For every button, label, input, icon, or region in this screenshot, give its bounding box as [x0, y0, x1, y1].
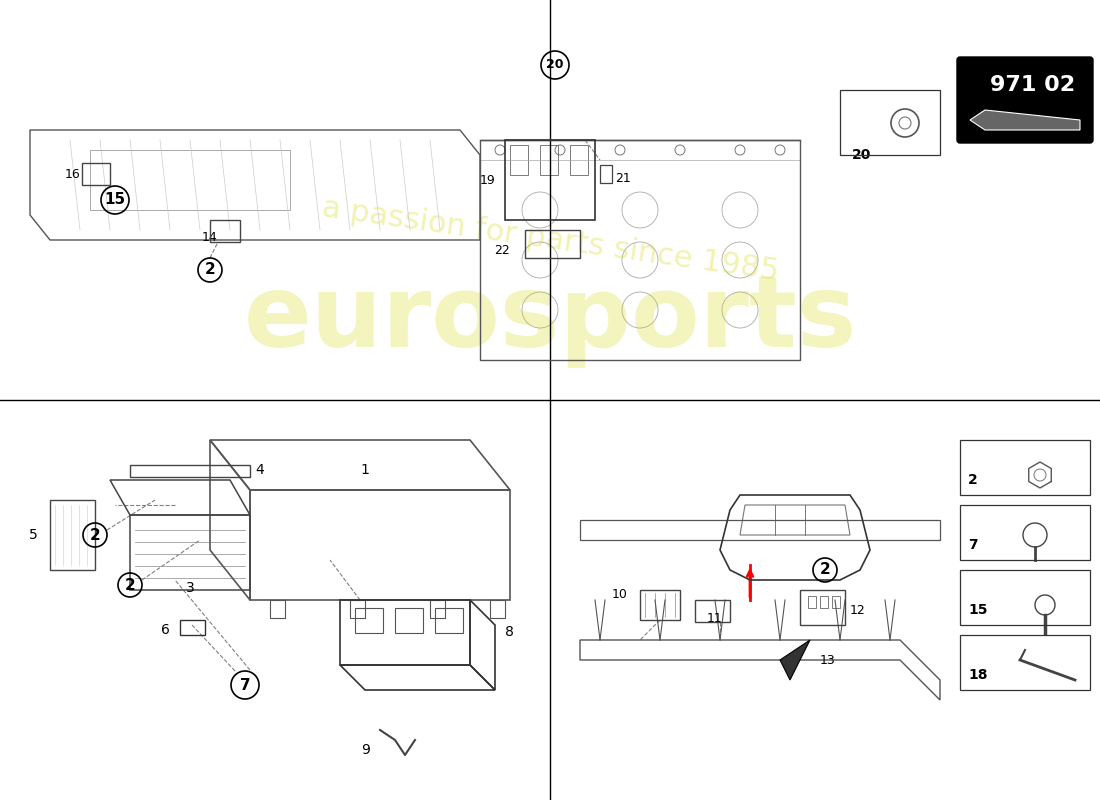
Text: 10: 10 — [612, 589, 628, 602]
Text: 6: 6 — [161, 623, 170, 637]
Text: 22: 22 — [494, 243, 510, 257]
Text: 18: 18 — [968, 668, 988, 682]
Text: 4: 4 — [255, 463, 264, 477]
Bar — [395, 608, 424, 633]
Bar — [130, 465, 250, 477]
Polygon shape — [970, 110, 1080, 130]
Bar — [840, 90, 940, 155]
Bar — [82, 163, 110, 185]
Text: 19: 19 — [480, 174, 495, 186]
Bar — [570, 145, 589, 175]
Bar — [580, 520, 940, 540]
Text: 2: 2 — [968, 473, 978, 487]
Bar — [505, 140, 595, 220]
Bar — [350, 600, 365, 618]
Bar — [960, 635, 1090, 690]
Text: 11: 11 — [707, 612, 723, 625]
Bar — [430, 600, 446, 618]
Text: 2: 2 — [820, 562, 830, 578]
Text: 971 02: 971 02 — [990, 75, 1075, 95]
Text: 20: 20 — [547, 58, 563, 71]
Text: 20: 20 — [852, 148, 871, 162]
Text: 5: 5 — [30, 528, 38, 542]
Bar — [695, 600, 730, 622]
FancyBboxPatch shape — [957, 57, 1093, 143]
Bar — [180, 620, 205, 635]
Polygon shape — [780, 640, 810, 680]
Text: a passion for parts since 1985: a passion for parts since 1985 — [320, 194, 780, 286]
Text: 13: 13 — [820, 654, 836, 666]
Text: 2: 2 — [124, 578, 135, 593]
Bar — [808, 596, 816, 608]
Text: 2: 2 — [89, 527, 100, 542]
Bar — [832, 596, 840, 608]
Text: 8: 8 — [505, 626, 514, 639]
Text: eurosports: eurosports — [243, 271, 857, 369]
Bar — [210, 220, 240, 242]
Text: 3: 3 — [186, 581, 195, 595]
Bar — [820, 596, 828, 608]
Text: 21: 21 — [615, 171, 630, 185]
Bar — [270, 600, 285, 618]
Text: 14: 14 — [202, 231, 218, 244]
Bar — [600, 165, 612, 183]
Text: 7: 7 — [968, 538, 978, 552]
Text: 16: 16 — [64, 169, 80, 182]
Bar — [960, 570, 1090, 625]
Text: 2: 2 — [205, 262, 216, 278]
Text: 1: 1 — [360, 463, 368, 477]
Bar — [50, 500, 95, 570]
Text: 7: 7 — [240, 678, 251, 693]
Bar — [960, 505, 1090, 560]
Bar — [434, 608, 463, 633]
Text: 12: 12 — [850, 603, 866, 617]
Bar — [355, 608, 383, 633]
Bar — [90, 150, 290, 210]
Bar — [490, 600, 505, 618]
Text: 15: 15 — [968, 603, 988, 617]
Bar — [800, 590, 845, 625]
Bar — [510, 145, 528, 175]
Bar — [525, 230, 580, 258]
Bar — [640, 590, 680, 620]
Bar — [960, 440, 1090, 495]
Bar — [540, 145, 558, 175]
Text: 15: 15 — [104, 193, 125, 207]
Text: 9: 9 — [361, 743, 370, 757]
